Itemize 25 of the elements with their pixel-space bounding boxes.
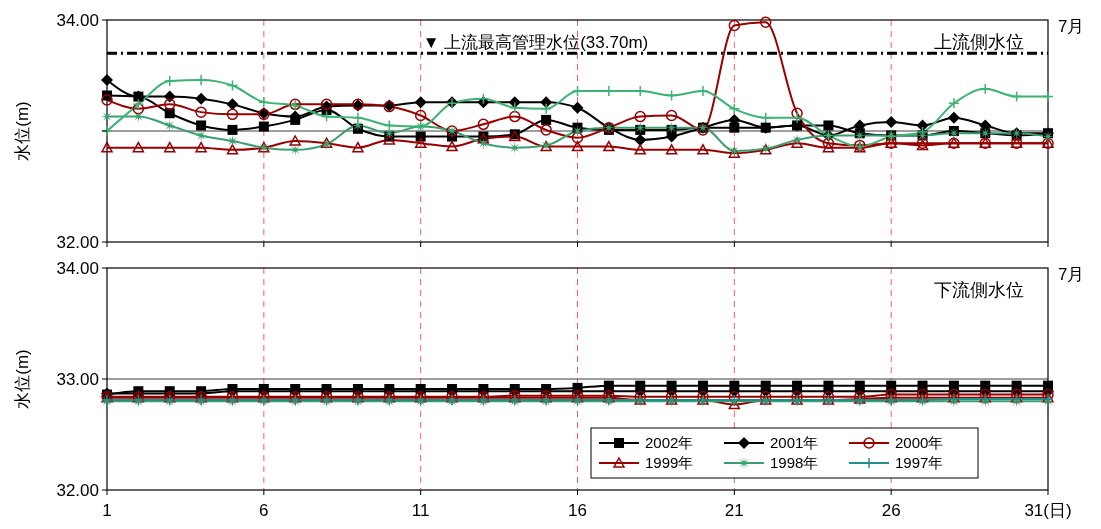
text: 7月: [1058, 265, 1085, 284]
x-tick-label: 26: [881, 501, 901, 520]
x-tick-label: 21: [724, 501, 744, 520]
y-tick-label: 34.00: [56, 10, 99, 30]
x-tick-label: 1: [102, 501, 112, 520]
legend-label: 2002年: [645, 434, 694, 451]
legend-label: 1997年: [895, 454, 944, 471]
y-tick-label: 32.00: [56, 232, 99, 252]
annotation: 下流側水位: [934, 280, 1024, 300]
text: 7月: [1058, 17, 1085, 36]
legend-label: 2001年: [770, 434, 819, 451]
x-tick-label: 31(日): [1024, 501, 1072, 520]
ref-line-label: ▼ 上流最高管理水位(33.70m): [422, 33, 649, 53]
legend-label: 1998年: [770, 454, 819, 471]
x-tick-label: 6: [259, 501, 269, 520]
y-axis-title: 水位(m): [13, 349, 32, 409]
y-tick-label: 33.00: [56, 369, 99, 389]
x-tick-label: 16: [568, 501, 587, 520]
annotation: 上流側水位: [934, 32, 1024, 52]
legend-label: 2000年: [895, 434, 944, 451]
x-tick-label: 11: [411, 501, 430, 520]
y-tick-label: 34.00: [56, 258, 99, 278]
y-tick-label: 32.00: [56, 480, 99, 500]
y-axis-title: 水位(m): [13, 101, 32, 161]
legend-label: 1999年: [645, 454, 694, 471]
